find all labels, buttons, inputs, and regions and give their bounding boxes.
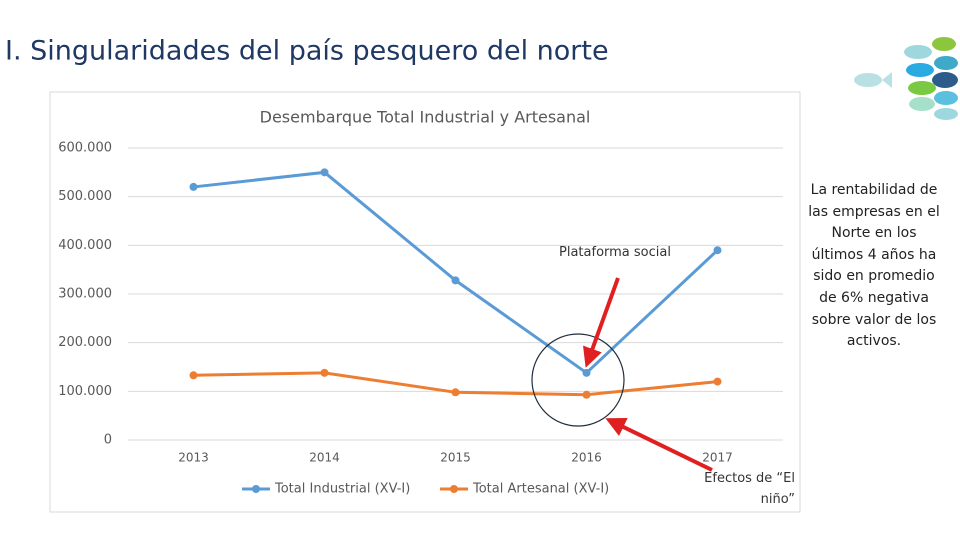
x-tick-label: 2017 (702, 451, 733, 465)
chart-title: Desembarque Total Industrial y Artesanal (260, 108, 591, 127)
annotation: Plataforma social (559, 245, 671, 260)
data-point (189, 182, 198, 191)
legend-label: Total Artesanal (XV-I) (472, 482, 609, 497)
data-point (320, 168, 329, 177)
legend-swatch (450, 485, 458, 493)
y-tick-label: 600.000 (58, 141, 112, 156)
legend-swatch (252, 485, 260, 493)
x-tick-label: 2015 (440, 451, 471, 465)
arrow (583, 277, 620, 368)
y-tick-label: 100.000 (58, 384, 112, 399)
highlight-circle (531, 333, 625, 427)
chart-frame (49, 91, 801, 513)
x-tick-label: 2014 (309, 451, 340, 465)
fish-decoration (854, 37, 958, 120)
x-tick-label: 2013 (178, 451, 209, 465)
y-tick-label: 200.000 (58, 335, 112, 350)
data-point (713, 246, 722, 255)
x-tick-label: 2016 (571, 451, 602, 465)
annotation: Efectos de “El niño” (704, 471, 795, 507)
data-point (320, 368, 329, 377)
y-tick-label: 300.000 (58, 287, 112, 302)
slide-title: I. Singularidades del país pesquero del … (5, 36, 609, 67)
data-point (451, 276, 460, 285)
y-tick-label: 0 (104, 433, 112, 448)
legend-label: Total Industrial (XV-I) (274, 482, 410, 497)
data-point (451, 388, 460, 397)
arrow (605, 417, 713, 472)
y-tick-label: 500.000 (58, 189, 112, 204)
y-tick-label: 400.000 (58, 238, 112, 253)
data-point (582, 368, 591, 377)
data-point (189, 371, 198, 380)
data-point (713, 377, 722, 386)
data-point (582, 390, 591, 399)
side-text: La rentabilidad de las empresas en el No… (808, 182, 940, 350)
